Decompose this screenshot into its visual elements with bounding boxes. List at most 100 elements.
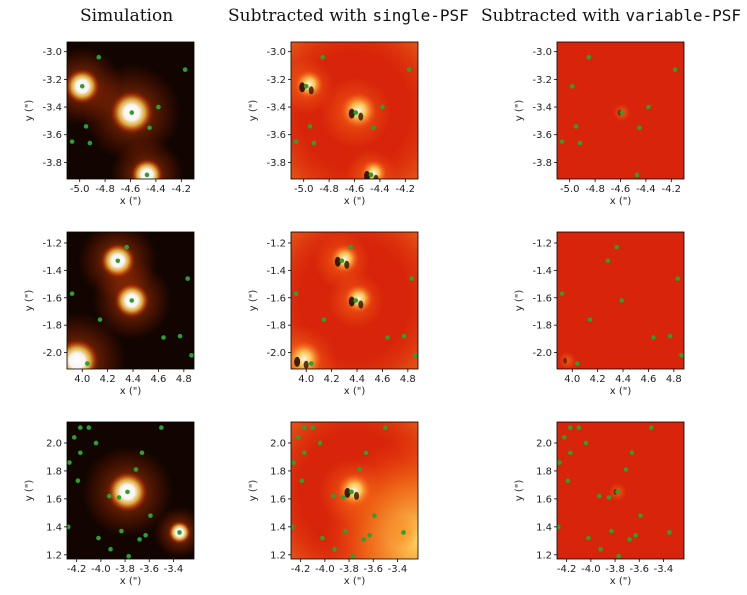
- star-marker: [291, 460, 296, 465]
- y-tick-label: 1.6: [46, 494, 62, 505]
- star-marker: [340, 495, 346, 500]
- star-marker: [339, 258, 345, 264]
- star-marker: [614, 244, 619, 250]
- star-marker: [309, 361, 314, 366]
- x-tick-label: -3.6: [363, 564, 383, 575]
- star-marker: [86, 425, 92, 430]
- y-tick-label: 2.0: [536, 438, 552, 449]
- star-marker: [107, 493, 112, 499]
- star-marker: [75, 478, 81, 484]
- y-tick-label: -3.4: [532, 103, 552, 114]
- residual-dark-lobe: [294, 356, 301, 367]
- x-tick-label: 4.4: [125, 374, 141, 385]
- star-marker: [587, 317, 593, 322]
- x-tick-label: -4.8: [319, 184, 339, 195]
- star-marker: [568, 425, 573, 430]
- y-axis-label: y ("): [514, 290, 525, 312]
- y-tick-label: 1.2: [270, 550, 286, 561]
- x-axis-label: x ("): [610, 576, 632, 587]
- star-marker: [147, 125, 152, 131]
- y-tick-label: -1.8: [532, 321, 552, 332]
- x-tick-label: -4.2: [172, 184, 192, 195]
- star-marker: [161, 335, 166, 340]
- star-marker: [348, 244, 353, 250]
- bright-source: [130, 158, 164, 179]
- star-marker: [87, 140, 93, 146]
- x-tick-label: -4.4: [146, 184, 166, 195]
- y-tick-label: -3.0: [266, 47, 286, 58]
- star-marker: [311, 140, 317, 146]
- x-tick-label: 4.8: [400, 374, 416, 385]
- y-axis-label: y ("): [514, 480, 525, 502]
- star-marker: [126, 553, 131, 559]
- panel-single-psf-row-2: 4.0 4.2 4.4 4.6 4.8 -2.0 -1.8 -1.6 -1.4 -1.2 x (")…: [248, 231, 419, 397]
- residual-dark-lobe: [334, 256, 341, 267]
- star-marker: [409, 276, 414, 281]
- x-tick-label: -3.6: [139, 564, 159, 575]
- x-tick-label: 4.6: [150, 374, 166, 385]
- star-marker: [96, 535, 101, 541]
- star-marker: [182, 67, 188, 72]
- y-tick-label: -1.4: [532, 266, 552, 277]
- panel-single-psf-row-3: -4.2 -4.0 -3.8 -3.6 -3.4 1.2 1.4 1.6 1.8 2.0 x (")…: [248, 421, 419, 587]
- x-tick-label: 4.2: [590, 374, 606, 385]
- y-tick-label: -1.2: [42, 238, 62, 249]
- panel-variable-psf-row-2: 4.0 4.2 4.4 4.6 4.8 -2.0 -1.8 -1.6 -1.4 -1.2 x (")…: [514, 231, 685, 397]
- residual-dark-lobe: [308, 86, 314, 95]
- residual-dark-lobe: [299, 82, 306, 93]
- star-marker: [598, 546, 603, 552]
- star-marker: [124, 244, 129, 250]
- star-marker: [310, 425, 316, 430]
- star-marker: [649, 425, 654, 430]
- panel-frame: [556, 231, 685, 370]
- y-tick-label: -3.2: [532, 75, 552, 86]
- star-marker: [646, 104, 651, 110]
- star-marker: [629, 450, 635, 456]
- y-axis-label: y ("): [24, 480, 35, 502]
- star-marker: [129, 110, 135, 115]
- panel-variable-psf-row-1: -5.0 -4.8 -4.6 -4.4 -4.2 -3.8 -3.6 -3.4 -3.2 -3.0…: [514, 41, 685, 207]
- image-area: [557, 232, 684, 369]
- y-tick-label: -3.0: [532, 47, 552, 58]
- variable-psf-title-code: variable-PSF: [625, 6, 742, 25]
- y-tick-label: -1.6: [42, 293, 62, 304]
- star-marker: [372, 513, 377, 518]
- star-marker: [332, 546, 337, 552]
- residual-dark-lobe: [353, 491, 359, 500]
- star-marker: [177, 530, 182, 535]
- star-marker: [119, 528, 124, 534]
- y-axis-label: y ("): [248, 290, 259, 312]
- star-marker: [78, 450, 83, 456]
- x-tick-label: -4.0: [315, 564, 335, 575]
- star-marker: [565, 478, 571, 484]
- star-marker: [619, 298, 625, 303]
- y-tick-label: -3.4: [42, 103, 62, 114]
- x-tick-label: -3.8: [115, 564, 135, 575]
- x-tick-label: -4.6: [345, 184, 365, 195]
- y-tick-label: 1.8: [46, 466, 62, 477]
- x-axis-label: x ("): [120, 576, 142, 587]
- residual-hot-spot: [291, 340, 323, 369]
- star-marker: [568, 450, 573, 456]
- y-tick-label: 1.6: [536, 494, 552, 505]
- star-marker: [623, 467, 629, 472]
- star-marker: [672, 67, 678, 72]
- y-tick-label: -3.8: [532, 158, 552, 169]
- x-tick-label: -5.0: [70, 184, 90, 195]
- x-tick-label: -4.0: [581, 564, 601, 575]
- y-tick-label: -3.2: [266, 75, 286, 86]
- star-marker: [634, 172, 640, 178]
- residual-dark-lobe: [358, 112, 364, 121]
- star-marker: [69, 291, 75, 296]
- star-marker: [129, 298, 135, 303]
- star-marker: [302, 450, 307, 456]
- panel-simulation-row-2: 4.0 4.2 4.4 4.6 4.8 -2.0 -1.8 -1.6 -1.4 -1.2 x (")…: [24, 231, 195, 397]
- star-marker: [609, 528, 614, 534]
- y-tick-label: -3.4: [266, 103, 286, 114]
- star-marker: [321, 317, 327, 322]
- star-marker: [559, 139, 565, 144]
- star-marker: [320, 535, 325, 541]
- star-marker: [177, 333, 183, 339]
- x-tick-label: 4.2: [100, 374, 116, 385]
- star-marker: [401, 530, 406, 535]
